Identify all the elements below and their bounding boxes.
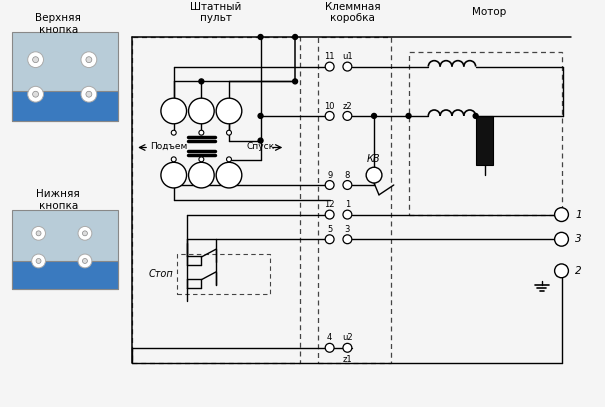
Circle shape [343,210,352,219]
Circle shape [33,91,39,97]
Text: Верхняя
кнопка: Верхняя кнопка [35,13,81,35]
Circle shape [371,114,376,118]
Text: 3: 3 [345,225,350,234]
Text: 1: 1 [198,170,204,180]
Circle shape [33,57,39,63]
Text: 6: 6 [226,106,232,116]
Text: z1: z1 [342,355,352,364]
Text: Мотор: Мотор [473,7,506,18]
Text: 8: 8 [345,171,350,179]
Circle shape [78,254,92,268]
Circle shape [86,57,92,63]
Circle shape [28,52,44,68]
Circle shape [325,62,334,71]
Circle shape [325,235,334,244]
Circle shape [366,167,382,183]
Text: 5: 5 [327,225,332,234]
Circle shape [258,138,263,143]
Text: Нижняя
кнопка: Нижняя кнопка [36,189,80,210]
Circle shape [555,232,569,246]
Text: 4: 4 [327,333,332,342]
Circle shape [82,231,87,236]
Circle shape [31,226,45,240]
Text: 2: 2 [198,106,204,116]
Circle shape [81,86,97,102]
Text: 10: 10 [324,102,335,111]
Text: 1: 1 [575,210,582,220]
Text: Спуск: Спуск [247,142,275,151]
Circle shape [343,235,352,244]
FancyBboxPatch shape [12,91,119,121]
Circle shape [161,162,186,188]
Circle shape [258,114,263,118]
Circle shape [28,86,44,102]
Circle shape [81,52,97,68]
Circle shape [325,210,334,219]
Circle shape [189,98,214,124]
Circle shape [216,98,242,124]
Text: z2: z2 [342,102,352,111]
Circle shape [199,79,204,84]
Circle shape [343,344,352,352]
Circle shape [226,157,232,162]
Bar [476,116,494,165]
Circle shape [325,181,334,189]
Text: Подъем: Подъем [150,142,188,151]
Text: u1: u1 [342,52,353,61]
Circle shape [293,79,298,84]
Circle shape [199,130,204,135]
FancyBboxPatch shape [12,32,119,121]
Circle shape [555,208,569,221]
Text: 5: 5 [226,170,232,180]
Text: u2: u2 [342,333,353,342]
Circle shape [325,344,334,352]
Text: Штатный
пульт: Штатный пульт [191,2,242,23]
Text: 1: 1 [345,200,350,209]
Text: 9: 9 [327,171,332,179]
Circle shape [161,98,186,124]
Circle shape [293,35,298,39]
Text: 4: 4 [171,106,177,116]
Circle shape [258,35,263,39]
Circle shape [343,112,352,120]
Text: 12: 12 [324,200,335,209]
Circle shape [555,264,569,278]
Circle shape [78,226,92,240]
Circle shape [82,258,87,263]
Circle shape [216,162,242,188]
Circle shape [36,258,41,263]
Text: 3: 3 [575,234,582,244]
Circle shape [343,181,352,189]
Text: КВ: КВ [367,154,381,164]
Circle shape [343,62,352,71]
Circle shape [226,130,232,135]
Text: 2: 2 [575,266,582,276]
Circle shape [325,112,334,120]
Circle shape [199,157,204,162]
Circle shape [406,114,411,118]
Circle shape [31,254,45,268]
Circle shape [36,231,41,236]
Text: 11: 11 [324,52,335,61]
FancyBboxPatch shape [12,210,119,289]
FancyBboxPatch shape [12,261,119,289]
Circle shape [189,162,214,188]
Circle shape [171,157,176,162]
Text: Стоп: Стоп [149,269,174,279]
Text: Клеммная
коробка: Клеммная коробка [324,2,380,23]
Circle shape [473,114,478,118]
Circle shape [171,130,176,135]
Circle shape [86,91,92,97]
Text: 3: 3 [171,170,177,180]
